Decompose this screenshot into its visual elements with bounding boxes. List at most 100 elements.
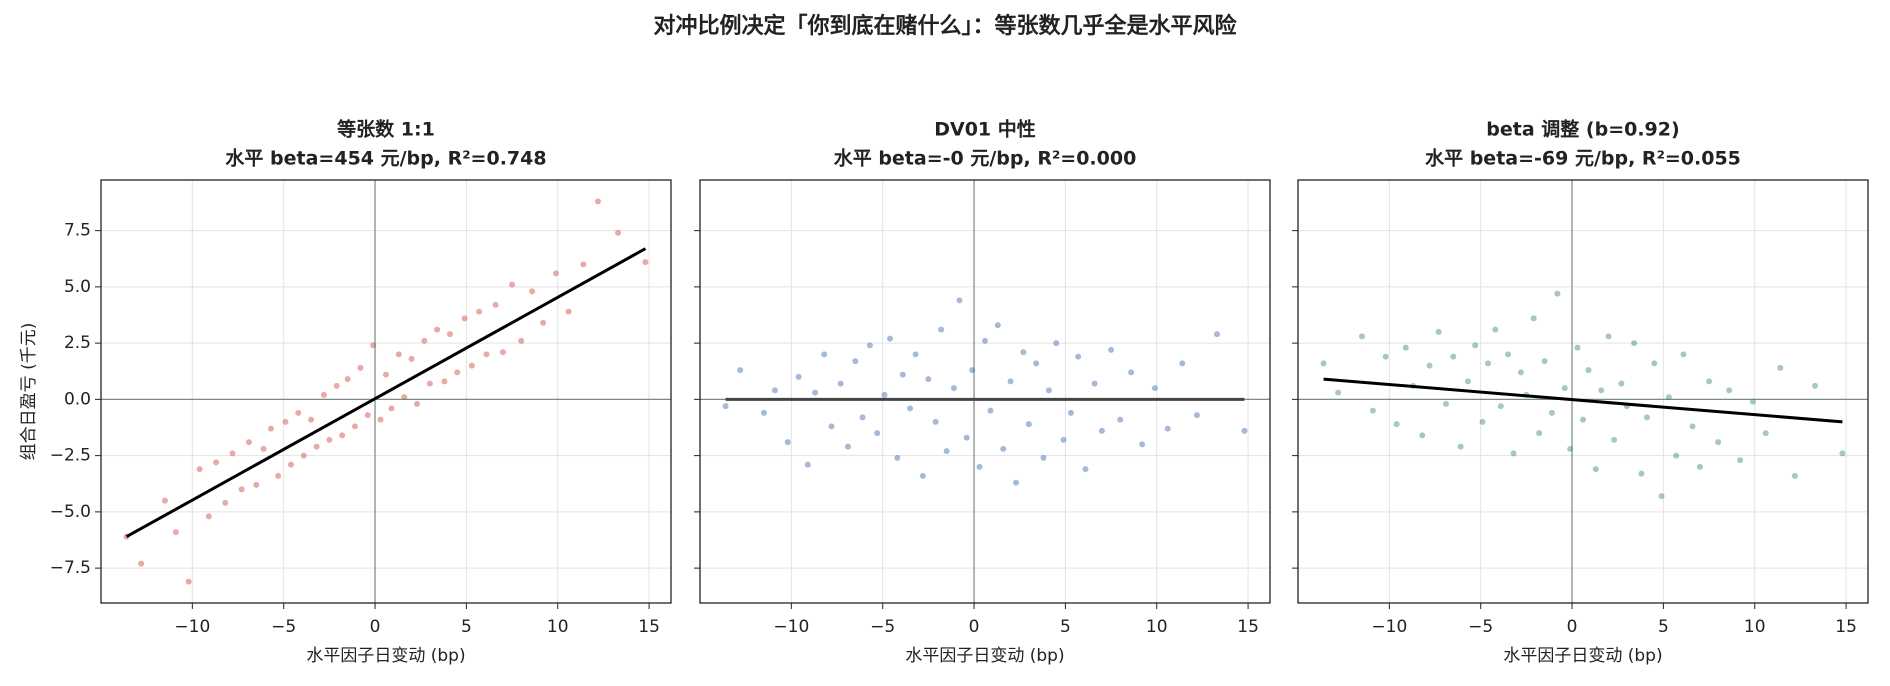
point	[540, 319, 547, 326]
x-tick-label: 0	[370, 617, 381, 637]
point	[894, 454, 901, 461]
point	[1585, 367, 1592, 374]
point	[852, 358, 859, 365]
point	[1517, 369, 1524, 376]
point	[492, 301, 499, 308]
fit-line	[1323, 377, 1843, 424]
point	[1402, 344, 1409, 351]
point	[253, 481, 260, 488]
point	[461, 315, 468, 322]
point	[1561, 385, 1568, 392]
x-axis-label: 水平因子日变动 (bp)	[905, 646, 1064, 666]
point	[1791, 472, 1798, 479]
point	[326, 436, 333, 443]
point	[161, 497, 168, 504]
point	[1358, 333, 1365, 340]
point	[1673, 452, 1680, 459]
point	[1214, 331, 1221, 338]
point	[245, 439, 252, 446]
point	[1000, 445, 1007, 452]
point	[1369, 407, 1376, 414]
point	[1128, 369, 1135, 376]
x-tick-label: −10	[1371, 617, 1407, 637]
point	[969, 367, 976, 374]
point	[282, 418, 289, 425]
point	[1479, 418, 1486, 425]
point	[1179, 360, 1186, 367]
point	[1777, 364, 1784, 371]
point	[1091, 380, 1098, 387]
x-tick-label: −10	[174, 617, 210, 637]
point	[1574, 344, 1581, 351]
x-tick-label: 5	[1658, 617, 1669, 637]
figure-title: 对冲比例决定「你到底在赌什么」：等张数几乎全是水平风险	[653, 13, 1237, 39]
x-axis-label: 水平因子日变动 (bp)	[306, 646, 465, 666]
point	[1541, 358, 1548, 365]
point	[333, 382, 340, 389]
point	[925, 376, 932, 383]
point	[205, 513, 212, 520]
point	[1075, 353, 1082, 360]
point	[828, 423, 835, 430]
point	[737, 367, 744, 374]
point	[938, 326, 945, 333]
point	[267, 425, 274, 432]
point	[987, 407, 994, 414]
point	[357, 364, 364, 371]
point	[1749, 398, 1756, 405]
point	[1611, 436, 1618, 443]
point	[300, 452, 307, 459]
point	[395, 351, 402, 358]
point	[1025, 421, 1032, 428]
point	[899, 371, 906, 378]
point	[339, 432, 346, 439]
point	[1580, 416, 1586, 423]
point	[912, 351, 919, 358]
point	[483, 351, 490, 358]
point	[275, 472, 282, 479]
point	[994, 322, 1001, 329]
point	[1592, 466, 1599, 473]
point	[1393, 421, 1400, 428]
point	[982, 337, 988, 344]
point	[1567, 445, 1574, 452]
point	[950, 385, 957, 392]
point	[260, 445, 267, 452]
point	[1497, 403, 1504, 410]
point	[320, 391, 327, 398]
point	[1151, 385, 1158, 392]
y-tick-label: 2.5	[64, 333, 91, 353]
point	[222, 499, 229, 506]
point	[1013, 479, 1020, 486]
point	[518, 337, 525, 344]
point	[529, 288, 536, 295]
x-tick-label: 0	[1567, 617, 1578, 637]
point	[552, 270, 559, 277]
point	[907, 405, 914, 412]
x-tick-label: −10	[773, 617, 809, 637]
point	[295, 409, 302, 416]
point	[963, 434, 970, 441]
point	[1696, 463, 1703, 470]
x-tick-label: 5	[461, 617, 472, 637]
x-tick-label: 10	[1146, 617, 1168, 637]
point	[1457, 443, 1464, 450]
point	[1631, 340, 1638, 347]
subplot-title: 等张数 1:1	[336, 118, 435, 141]
point	[172, 529, 179, 536]
x-tick-label: 15	[1835, 617, 1857, 637]
point	[859, 414, 866, 421]
point	[1335, 389, 1342, 396]
point	[1715, 439, 1722, 446]
y-tick-label: −7.5	[50, 558, 91, 578]
point	[499, 349, 506, 356]
point	[804, 461, 811, 468]
point	[441, 378, 448, 385]
point	[1067, 409, 1074, 416]
x-tick-label: 15	[638, 617, 660, 637]
point	[565, 308, 572, 315]
point	[288, 461, 294, 468]
point	[1505, 351, 1512, 358]
point	[344, 376, 351, 383]
point	[351, 423, 358, 430]
